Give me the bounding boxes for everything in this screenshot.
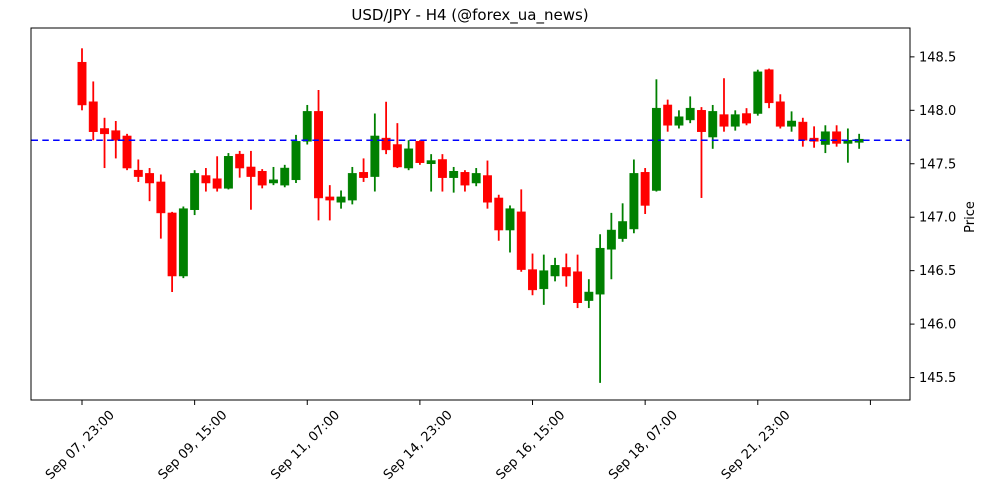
- x-tick-label: Sep 11, 07:00: [268, 408, 343, 483]
- candle-body-up: [291, 141, 301, 181]
- candle-body-up: [471, 173, 481, 184]
- candle-body-up: [820, 131, 830, 145]
- x-tick-label: Sep 14, 23:00: [381, 408, 456, 483]
- candle-body-down: [742, 113, 751, 124]
- candle-body-up: [505, 208, 515, 231]
- candle-body-up: [302, 111, 312, 142]
- candle-body-down: [246, 166, 256, 177]
- candle-body-up: [404, 148, 414, 169]
- candle-body-down: [77, 61, 87, 106]
- candle-body-down: [561, 267, 571, 277]
- candle-body-up: [347, 173, 357, 201]
- x-tick-label: Sep 18, 07:00: [606, 408, 681, 483]
- candle-body-up: [595, 247, 605, 295]
- candle-body-down: [100, 128, 109, 135]
- candle-body-up: [370, 135, 380, 177]
- y-tick-label: 146.0: [919, 318, 956, 333]
- candle-body-down: [516, 211, 526, 270]
- candle-body-down: [314, 111, 323, 199]
- candle-body-down: [235, 153, 245, 169]
- candle-body-up: [336, 196, 346, 203]
- candle-body-up: [178, 208, 188, 277]
- candle-body-down: [437, 159, 447, 178]
- candle-body-down: [483, 175, 492, 203]
- candle-body-up: [280, 167, 290, 186]
- candle-body-down: [133, 169, 143, 177]
- candle-body-down: [156, 181, 166, 214]
- x-tick-label: Sep 16, 15:00: [493, 408, 568, 483]
- candle-body-down: [257, 170, 267, 186]
- candle-body-down: [88, 101, 98, 132]
- candle-body-down: [325, 196, 335, 201]
- candle-body-down: [122, 135, 132, 169]
- candle-body-down: [359, 172, 369, 178]
- plot-area: 148.5 148.0 147.5 147.0 146.5 146.0 145.5 Sep 0…: [30, 27, 956, 483]
- candle-body-up: [190, 173, 200, 210]
- candle-body-down: [764, 69, 774, 104]
- candle-body-down: [167, 212, 177, 277]
- x-tick-label: Sep 07, 23:00: [43, 408, 118, 483]
- y-tick-label: 145.5: [919, 371, 956, 386]
- plot-border: [30, 27, 911, 401]
- candle-body-down: [640, 172, 650, 206]
- candle-body-up: [629, 173, 639, 230]
- chart-title: USD/JPY - H4 (@forex_ua_news): [351, 6, 588, 25]
- candle-body-up: [618, 221, 628, 239]
- candle-body-up: [753, 71, 763, 114]
- candle-body-down: [212, 178, 222, 189]
- y-tick-label: 148.5: [919, 50, 956, 65]
- candle-body-up: [539, 270, 549, 290]
- candle-body-down: [663, 104, 673, 126]
- y-tick-label: 147.5: [919, 157, 956, 172]
- candle-body-up: [449, 170, 459, 178]
- candle-body-down: [832, 131, 842, 144]
- candle-body-down: [697, 110, 706, 132]
- x-tick-label: Sep 09, 15:00: [156, 408, 231, 483]
- candle-body-down: [460, 172, 470, 186]
- y-tick-label: 147.0: [919, 211, 956, 226]
- candle-body-down: [573, 271, 583, 303]
- x-tick-label: Sep 21, 23:00: [719, 408, 794, 483]
- candle-body-up: [584, 291, 594, 301]
- candle-body-down: [798, 121, 808, 141]
- candle-body-down: [201, 175, 211, 184]
- candle-body-up: [708, 111, 718, 138]
- candle-body-down: [392, 144, 402, 168]
- candle-body-down: [415, 141, 425, 163]
- candle-body-up: [787, 120, 797, 127]
- candle-body-down: [111, 130, 121, 141]
- candle-body-down: [719, 114, 729, 127]
- y-axis-label: Price: [963, 201, 978, 233]
- candle-body-down: [494, 197, 504, 231]
- candle-body-down: [775, 101, 785, 127]
- candle-body-up: [223, 156, 233, 189]
- candle-body-up: [651, 107, 661, 191]
- y-tick-label: 148.0: [919, 104, 956, 119]
- candle-body-up: [269, 179, 278, 184]
- candle-body-up: [426, 160, 436, 165]
- candle-body-up: [674, 116, 684, 126]
- candle-body-down: [381, 137, 391, 151]
- candle-body-up: [606, 229, 616, 250]
- candle-body-down: [528, 269, 537, 291]
- candle-body-up: [685, 107, 695, 121]
- candle-body-down: [145, 173, 155, 184]
- candle-body-up: [550, 265, 560, 277]
- candle-body-up: [730, 114, 740, 127]
- y-tick-label: 146.5: [919, 264, 956, 279]
